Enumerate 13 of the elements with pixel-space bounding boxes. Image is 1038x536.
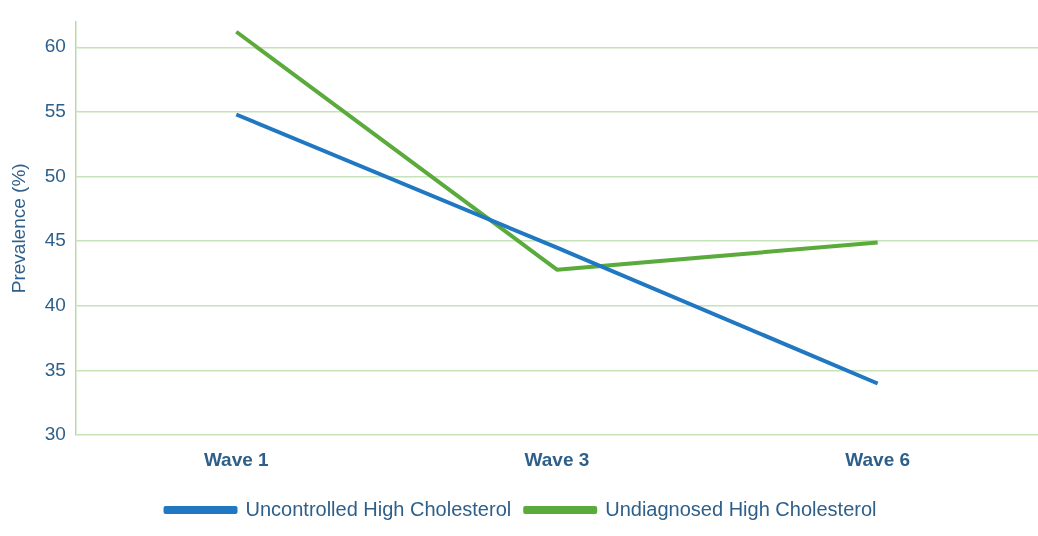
- legend-label: Uncontrolled High Cholesterol: [245, 497, 512, 520]
- y-tick-label: 50: [44, 164, 66, 186]
- y-tick-label: 35: [44, 358, 66, 380]
- x-tick-label: Wave 3: [524, 448, 590, 470]
- y-tick-label: 55: [44, 100, 66, 122]
- y-tick-label: 40: [44, 294, 66, 316]
- x-tick-label: Wave 6: [845, 448, 911, 470]
- y-tick-label: 30: [44, 423, 66, 445]
- x-tick-label: Wave 1: [203, 448, 270, 470]
- y-tick-label: 45: [44, 229, 66, 251]
- legend-label: Undiagnosed High Cholesterol: [605, 497, 877, 520]
- y-axis-title: Prevalence (%): [7, 163, 29, 294]
- y-tick-label: 60: [44, 35, 66, 57]
